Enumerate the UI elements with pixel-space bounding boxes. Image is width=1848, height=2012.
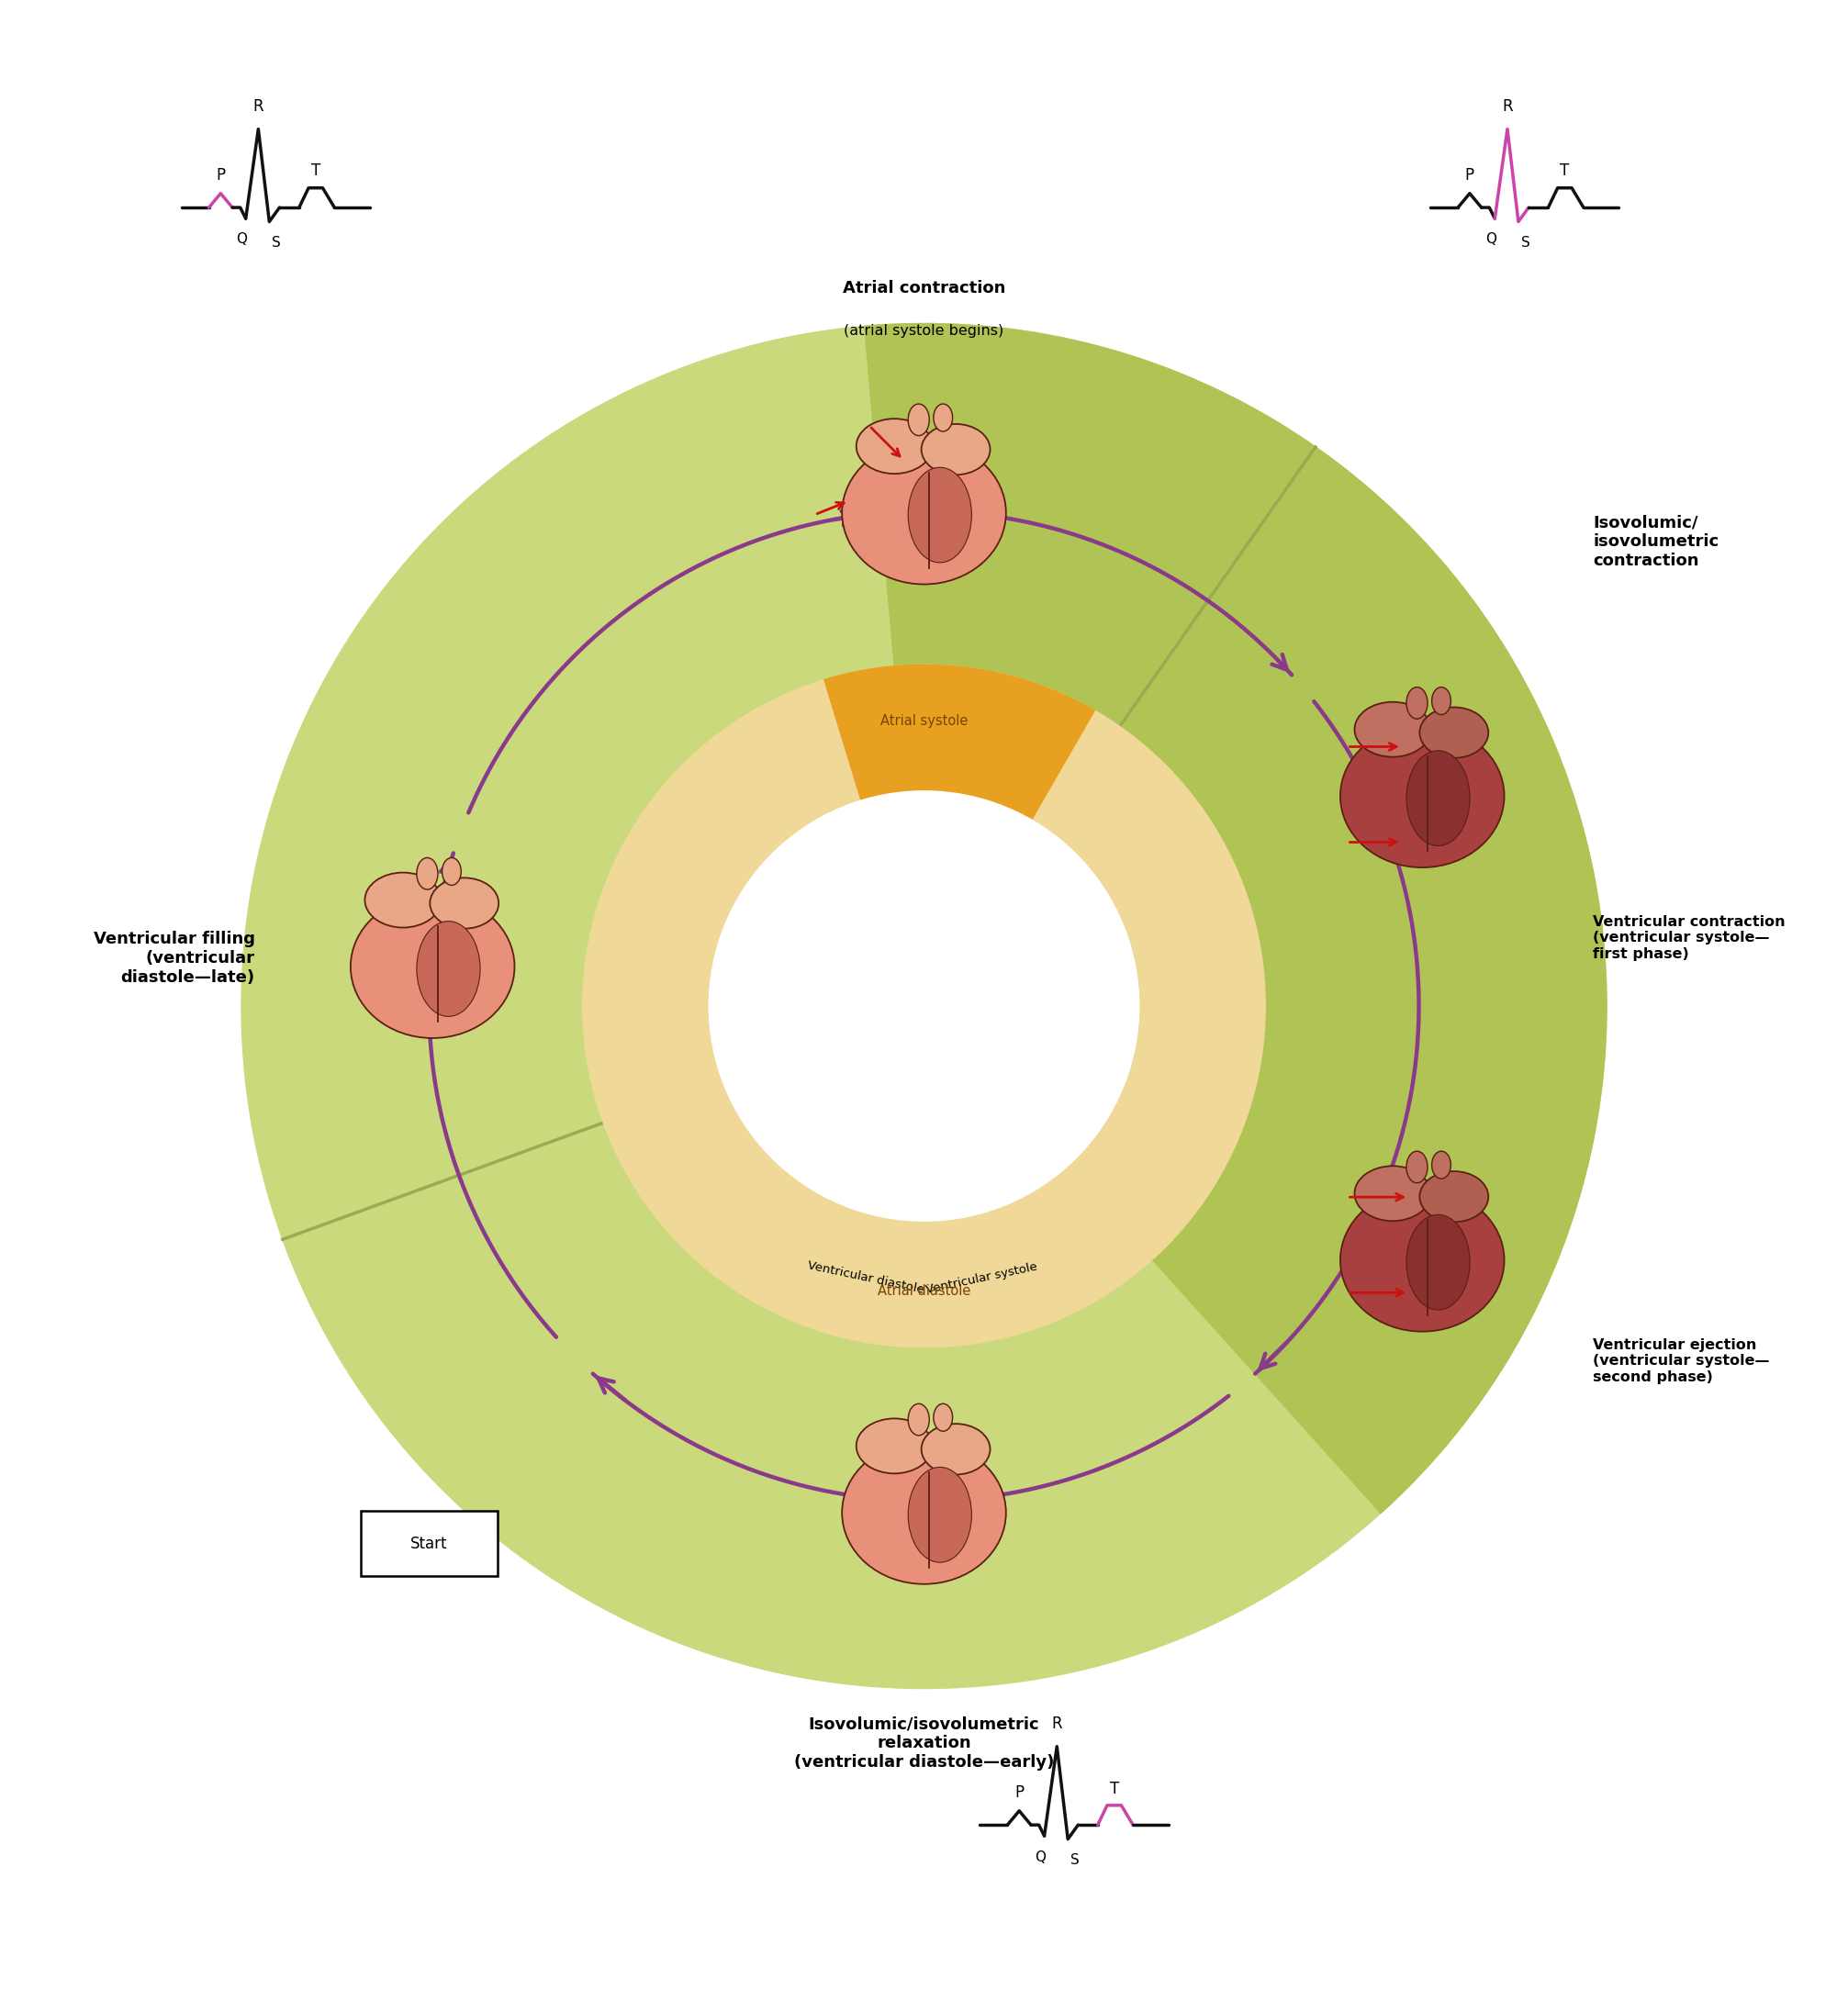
- Text: Ventricular ejection
(ventricular systole—
second phase): Ventricular ejection (ventricular systol…: [1593, 1338, 1770, 1384]
- Text: T: T: [1560, 163, 1569, 179]
- Text: Atrial diastole: Atrial diastole: [878, 1284, 970, 1298]
- Text: R: R: [1502, 99, 1514, 115]
- Ellipse shape: [364, 873, 442, 928]
- Ellipse shape: [843, 1441, 1005, 1583]
- Text: T: T: [310, 163, 320, 179]
- Ellipse shape: [922, 1424, 991, 1475]
- Circle shape: [582, 664, 1266, 1348]
- Ellipse shape: [907, 1467, 972, 1563]
- Circle shape: [242, 324, 1606, 1688]
- Ellipse shape: [1406, 1151, 1427, 1183]
- Ellipse shape: [907, 1404, 930, 1435]
- FancyBboxPatch shape: [360, 1511, 497, 1575]
- Ellipse shape: [1419, 708, 1488, 759]
- Text: Start: Start: [410, 1535, 447, 1551]
- Ellipse shape: [1355, 1167, 1430, 1221]
- Text: Isovolumic/
isovolumetric
contraction: Isovolumic/ isovolumetric contraction: [1593, 515, 1719, 569]
- Ellipse shape: [1406, 688, 1427, 718]
- Text: Q: Q: [1035, 1851, 1046, 1863]
- Text: R: R: [1052, 1716, 1063, 1732]
- Ellipse shape: [856, 1418, 933, 1473]
- Text: S: S: [272, 235, 281, 249]
- Text: Atrial contraction: Atrial contraction: [843, 280, 1005, 296]
- Ellipse shape: [1340, 1189, 1504, 1332]
- Circle shape: [710, 791, 1138, 1221]
- Ellipse shape: [416, 857, 438, 889]
- Ellipse shape: [856, 418, 933, 473]
- Ellipse shape: [907, 467, 972, 563]
- Text: Q: Q: [1486, 233, 1497, 245]
- Text: R: R: [253, 99, 264, 115]
- Text: (atrial systole begins): (atrial systole begins): [845, 324, 1003, 338]
- Text: S: S: [1070, 1853, 1079, 1867]
- Text: P: P: [216, 167, 225, 183]
- Ellipse shape: [351, 895, 514, 1038]
- Ellipse shape: [1406, 750, 1469, 845]
- Ellipse shape: [907, 404, 930, 437]
- Ellipse shape: [1355, 702, 1430, 757]
- Ellipse shape: [442, 857, 462, 885]
- Text: S: S: [1521, 235, 1530, 249]
- Text: Ventricular contraction
(ventricular systole—
first phase): Ventricular contraction (ventricular sys…: [1593, 915, 1785, 960]
- Text: Isovolumic/isovolumetric
relaxation
(ventricular diastole—early): Isovolumic/isovolumetric relaxation (ven…: [795, 1716, 1053, 1771]
- Wedge shape: [824, 664, 1094, 1006]
- Text: P: P: [1015, 1785, 1024, 1801]
- Ellipse shape: [843, 441, 1005, 583]
- Text: Ventricular diastole: Ventricular diastole: [808, 1260, 926, 1296]
- Ellipse shape: [933, 1404, 952, 1431]
- Ellipse shape: [431, 877, 499, 930]
- Ellipse shape: [1419, 1171, 1488, 1221]
- Text: Atrial systole: Atrial systole: [880, 714, 968, 728]
- Ellipse shape: [1340, 724, 1504, 867]
- Ellipse shape: [933, 404, 952, 431]
- Text: T: T: [1109, 1781, 1118, 1797]
- Text: Q: Q: [237, 233, 248, 245]
- Ellipse shape: [1432, 1151, 1451, 1179]
- Ellipse shape: [1406, 1215, 1469, 1310]
- Text: Ventricular systole: Ventricular systole: [926, 1260, 1039, 1296]
- Text: P: P: [1465, 167, 1475, 183]
- Ellipse shape: [922, 425, 991, 475]
- Wedge shape: [865, 324, 1606, 1513]
- Text: Ventricular filling
(ventricular
diastole—late): Ventricular filling (ventricular diastol…: [94, 932, 255, 986]
- Ellipse shape: [1432, 688, 1451, 714]
- Ellipse shape: [416, 921, 480, 1016]
